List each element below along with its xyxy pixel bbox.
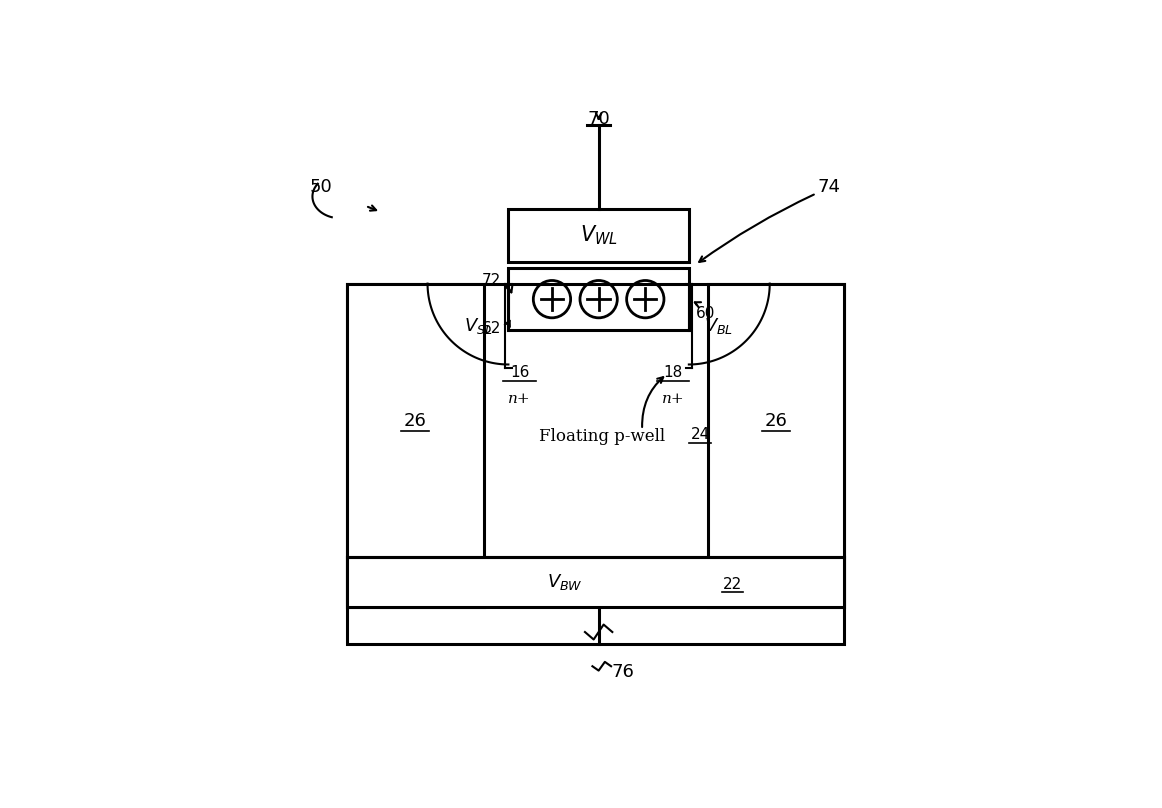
- Text: 26: 26: [765, 412, 788, 430]
- Text: $V_{BW}$: $V_{BW}$: [546, 572, 582, 592]
- Bar: [509, 209, 689, 262]
- Text: $V_{SL}$: $V_{SL}$: [465, 316, 493, 335]
- Text: 26: 26: [403, 412, 426, 430]
- Bar: [346, 284, 845, 645]
- Text: 72: 72: [482, 273, 501, 288]
- Text: Floating p-well: Floating p-well: [539, 427, 665, 444]
- Text: 50: 50: [309, 179, 332, 196]
- Bar: [346, 284, 483, 607]
- Text: $V_{WL}$: $V_{WL}$: [580, 224, 618, 247]
- Text: 60: 60: [696, 306, 716, 321]
- Text: $V_{BL}$: $V_{BL}$: [704, 316, 733, 335]
- Text: 74: 74: [817, 179, 840, 196]
- Bar: [509, 268, 689, 330]
- Text: 18: 18: [664, 365, 683, 380]
- Text: 24: 24: [690, 427, 710, 442]
- Bar: [708, 284, 845, 607]
- Text: 76: 76: [611, 663, 634, 681]
- Text: n+: n+: [662, 392, 684, 406]
- Text: 70: 70: [587, 110, 610, 128]
- Text: n+: n+: [508, 392, 531, 406]
- Bar: [346, 558, 845, 607]
- Text: 22: 22: [723, 577, 743, 591]
- Text: 62: 62: [481, 321, 501, 336]
- Text: 16: 16: [510, 365, 530, 380]
